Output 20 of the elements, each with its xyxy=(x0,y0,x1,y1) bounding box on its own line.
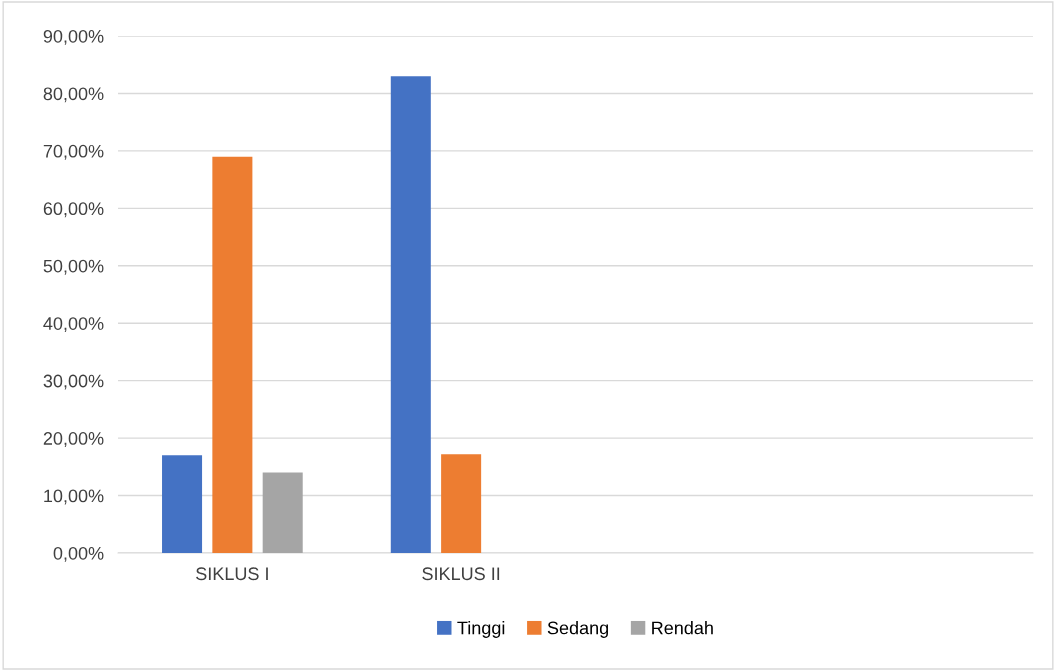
y-tick-label: 90,00% xyxy=(43,29,104,45)
x-tick-label: SIKLUS II xyxy=(422,567,500,581)
y-tick-label: 80,00% xyxy=(43,87,104,103)
legend-label: Rendah xyxy=(652,621,713,635)
y-tick-label: 10,00% xyxy=(44,489,104,505)
y-tick-label: 70,00% xyxy=(43,144,104,160)
y-tick-label: 60,00% xyxy=(43,202,104,218)
bar xyxy=(262,472,303,553)
legend-label: Sedang xyxy=(547,621,609,638)
y-tick-label: 50,00% xyxy=(43,259,104,275)
bar xyxy=(390,76,431,553)
x-tick-label: SIKLUS I xyxy=(196,567,268,581)
bar xyxy=(441,454,482,553)
bar xyxy=(162,455,203,553)
y-tick-label: 0,00% xyxy=(53,546,104,562)
y-tick-label: 30,00% xyxy=(43,374,104,390)
legend-label: Tinggi xyxy=(457,621,505,638)
y-tick-label: 40,00% xyxy=(43,317,104,333)
y-tick-label: 20,00% xyxy=(43,432,104,447)
bar xyxy=(212,156,253,553)
